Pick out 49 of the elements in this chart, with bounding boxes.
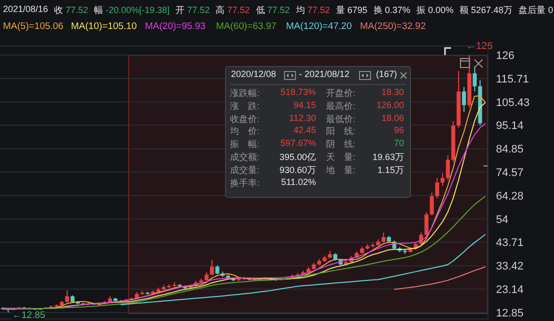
- candlestick: [435, 177, 440, 199]
- line-series: [2, 196, 486, 310]
- line-series: [394, 266, 486, 290]
- text: 低 77.52: [256, 4, 290, 17]
- text: 盘后量 0: [518, 4, 554, 17]
- candlestick: [446, 154, 450, 181]
- annotation: 2020/12/08: [231, 69, 276, 79]
- text: MA(10)=105.10: [71, 21, 137, 32]
- annotation: (167): [376, 69, 398, 79]
- candlestick: [65, 290, 70, 303]
- candlestick: [472, 66, 477, 92]
- candlestick: [210, 259, 214, 276]
- text: 量 6795: [336, 4, 368, 17]
- text: 收 77.52: [54, 4, 88, 17]
- y-tick-label: 126: [496, 50, 514, 62]
- text: MA(120)=47.20: [286, 21, 352, 32]
- text: 振 0.00%: [416, 4, 454, 17]
- candlestick: [424, 212, 428, 236]
- y-tick-label: 54: [496, 214, 508, 226]
- text: MA(20)=95.93: [145, 21, 206, 32]
- text: 2021/08/16: [3, 4, 48, 16]
- candlestick: [440, 172, 445, 186]
- y-tick-label: 33.42: [496, 260, 524, 273]
- y-tick-label: 43.71: [496, 237, 524, 250]
- y-tick-label: 115.71: [496, 73, 529, 86]
- annotation: ←12.85: [12, 310, 46, 321]
- annotation: - 2021/08/12: [299, 69, 350, 79]
- y-tick-label: 95.14: [496, 120, 524, 132]
- candlestick: [430, 192, 434, 216]
- text: MA(250)=32.92: [360, 21, 426, 32]
- y-tick-label: 23.14: [496, 284, 524, 296]
- text: 均 77.52: [296, 4, 330, 17]
- text: 换 0.37%: [373, 4, 410, 17]
- y-tick-label: 74.57: [496, 167, 524, 180]
- text: MA(60)=63.97: [216, 21, 276, 32]
- text: 幅 -20.00%[-19.38]: [94, 4, 170, 17]
- candlestick: [382, 232, 386, 243]
- candlestick: [215, 264, 220, 275]
- text: MA(5)=105.06: [3, 21, 64, 32]
- y-tick-label: 12.85: [496, 307, 524, 320]
- text: 高 77.52: [216, 4, 250, 17]
- text: 开 77.52: [176, 4, 210, 17]
- y-tick-label: 84.85: [496, 144, 524, 156]
- info-panel: 2020/12/08 - 2021/08/12 (167) 涨跌幅: 518.73% 开盘价: 18.30 涨 跌: 94.15 最高价: 126.00 收盘价: 112.30 最低价: 18.06 均 价: 42.45 阳 线: 96 振 幅: 597.67% 阴 线: 70 成交额: 395.00亿 天 量: 19.63万 成交量: 930.60万 地 量: 1.15万 换手率: 511.02%: [225, 66, 411, 198]
- line-series: [120, 234, 486, 306]
- candlestick: [462, 86, 466, 112]
- y-tick-label: 105.43: [496, 96, 530, 109]
- text: 额 5267.48万: [459, 4, 513, 17]
- y-tick-label: 64.28: [496, 190, 524, 202]
